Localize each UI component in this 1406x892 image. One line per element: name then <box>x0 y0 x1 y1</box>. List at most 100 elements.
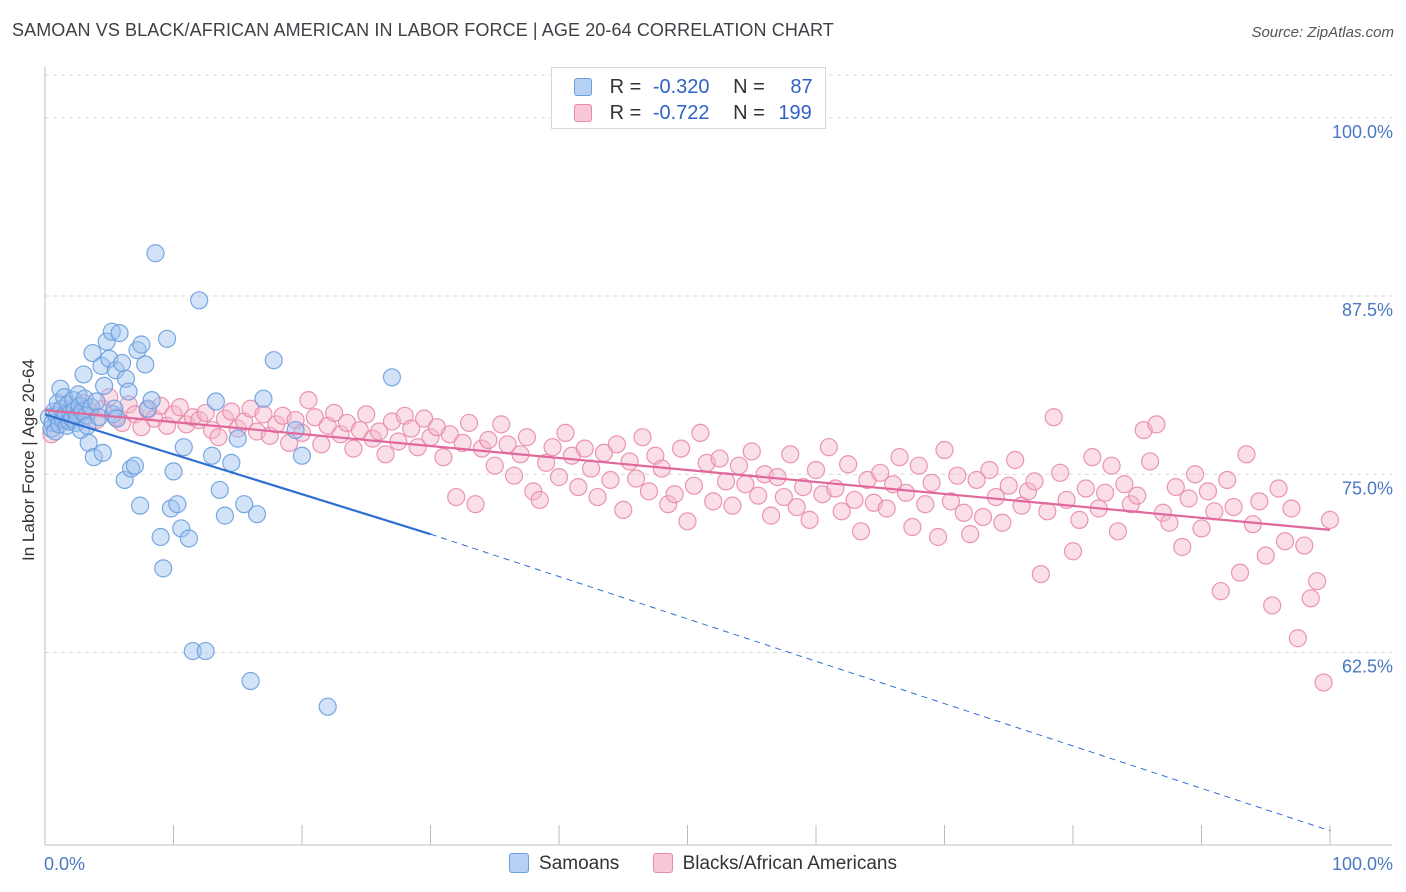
black-point <box>967 470 986 490</box>
black-point <box>742 442 761 461</box>
black-point <box>1301 589 1320 608</box>
black-point <box>723 496 742 515</box>
black-point <box>254 405 273 424</box>
black-point <box>1166 477 1185 497</box>
black-point <box>1256 546 1275 565</box>
legend-row-samoans: R = -0.320 N = 87 <box>574 76 813 100</box>
samoan-point <box>79 433 98 452</box>
samoan-point <box>215 506 234 525</box>
black-point <box>569 477 588 497</box>
black-point <box>402 419 421 438</box>
samoan-point <box>210 480 229 500</box>
black-point <box>1198 482 1218 501</box>
black-point <box>1160 513 1179 532</box>
samoan-point <box>107 409 127 428</box>
black-point <box>1314 673 1333 692</box>
black-point <box>299 391 318 410</box>
black-point <box>716 472 736 491</box>
samoan-point <box>168 495 187 514</box>
samoan-point <box>93 443 112 462</box>
samoan-point <box>222 453 241 472</box>
black-point <box>1218 470 1237 490</box>
black-point <box>1096 483 1115 502</box>
black-point <box>537 453 556 472</box>
black-point <box>305 408 324 427</box>
samoan-point <box>196 641 215 661</box>
black-point <box>504 466 524 485</box>
black-point <box>1128 486 1147 505</box>
black-point <box>626 469 646 488</box>
black-point <box>871 463 890 482</box>
black-point <box>466 495 485 514</box>
series-legend: Samoans Blacks/African Americans <box>0 853 1406 877</box>
samoan-point <box>102 322 121 341</box>
black-point <box>819 438 838 457</box>
black-point <box>344 439 363 458</box>
black-point <box>665 485 684 504</box>
black-point <box>440 425 459 444</box>
samoan-point <box>241 671 260 691</box>
black-point <box>877 499 896 518</box>
black-point <box>601 470 620 490</box>
samoan-points <box>39 244 402 716</box>
y-tick-label: 75.0% <box>1342 478 1393 498</box>
black-point <box>1025 472 1044 491</box>
legend-swatch-samoans <box>574 78 592 96</box>
black-point <box>485 456 504 475</box>
black-point <box>1083 448 1102 467</box>
black-point <box>1185 465 1205 484</box>
samoan-point <box>235 495 254 514</box>
legend-swatch-samoans <box>509 853 530 873</box>
samoan-point <box>95 376 114 395</box>
black-point <box>671 439 691 458</box>
samoan-point <box>247 505 267 524</box>
samoan-point <box>110 323 129 343</box>
black-point <box>408 438 427 457</box>
source-label: Source: ZipAtlas.com <box>1251 24 1394 41</box>
black-point <box>999 476 1018 495</box>
samoan-point <box>92 356 111 375</box>
black-point <box>549 468 569 487</box>
samoan-point <box>115 470 134 490</box>
black-point <box>1320 510 1340 529</box>
samoan-point <box>172 519 191 538</box>
black-point <box>1018 482 1038 501</box>
samoan-trend-line <box>44 413 431 536</box>
black-point <box>845 490 864 510</box>
legend-n-value: 87 <box>790 76 813 98</box>
samoan-point <box>142 391 161 410</box>
black-point <box>1147 415 1166 434</box>
black-point <box>1173 537 1192 557</box>
black-point <box>1237 445 1256 464</box>
black-point <box>1044 408 1063 427</box>
black-point <box>890 448 909 467</box>
black-point <box>1230 563 1250 582</box>
black-point <box>530 490 549 510</box>
x-tick-label: 0.0% <box>44 854 85 874</box>
legend-r-value: -0.320 <box>652 76 710 98</box>
black-point <box>961 525 980 544</box>
black-point <box>684 476 704 495</box>
black-point <box>1263 596 1282 615</box>
legend-r-label: R = <box>609 76 642 98</box>
black-point <box>517 428 536 447</box>
black-point <box>1108 522 1128 541</box>
samoan-point <box>87 392 106 411</box>
black-point <box>196 403 215 423</box>
black-point <box>659 495 678 514</box>
black-point <box>1192 519 1211 538</box>
black-point <box>851 522 871 541</box>
samoan-point <box>84 448 103 467</box>
black-point <box>607 435 626 454</box>
black-point <box>119 395 138 414</box>
legend-row-blacks: R = -0.722 N = 199 <box>574 102 812 126</box>
black-point <box>222 402 241 421</box>
black-point <box>935 440 954 460</box>
black-trend-line <box>44 408 1331 531</box>
samoan-point <box>83 343 102 363</box>
black-point <box>1076 479 1095 498</box>
black-point <box>980 460 999 480</box>
legend-n-label: N = <box>733 76 765 98</box>
samoan-point <box>154 559 173 578</box>
black-point <box>1140 452 1160 471</box>
